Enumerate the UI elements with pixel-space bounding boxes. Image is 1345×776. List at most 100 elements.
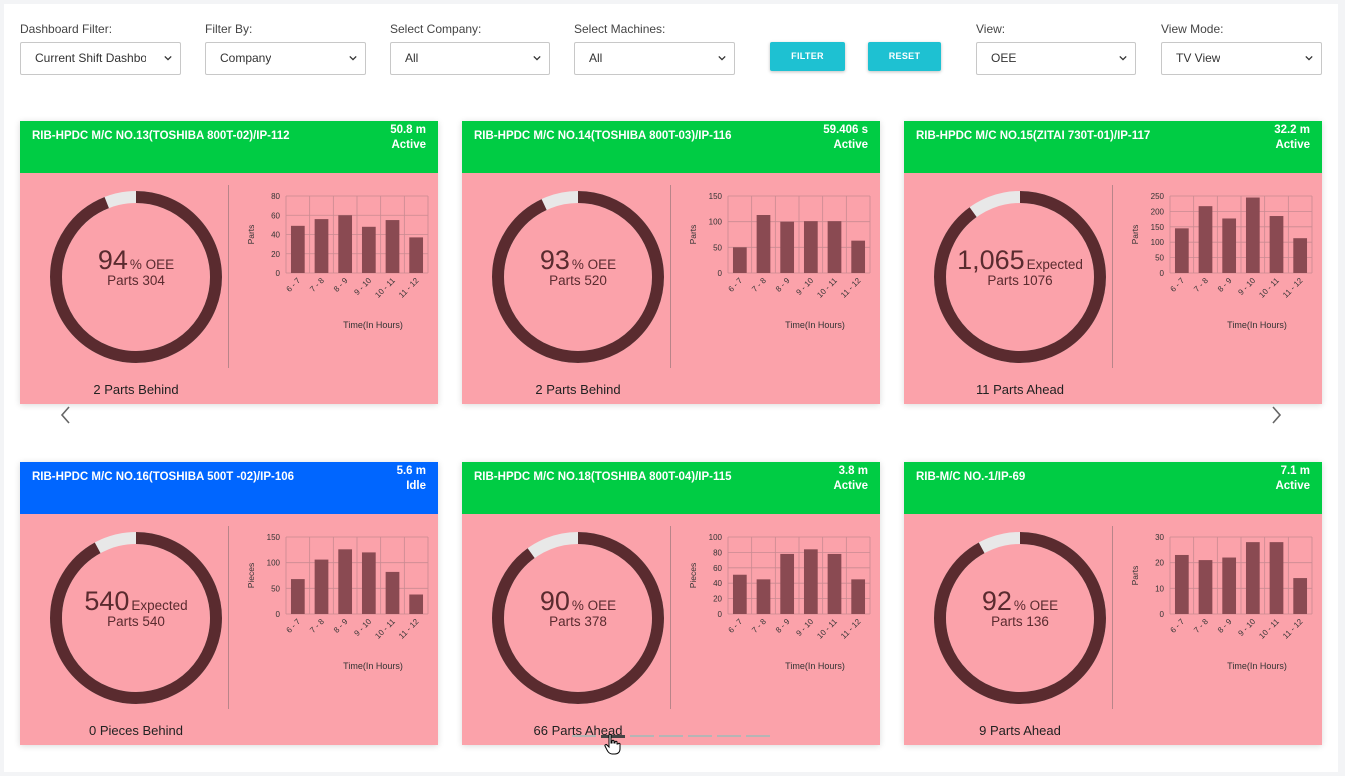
x-tick-label: 9 - 10: [1236, 276, 1257, 297]
donut-value: 92: [981, 586, 1012, 616]
machine-title: RIB-HPDC M/C NO.13(TOSHIBA 800T-02)/IP-1…: [32, 130, 290, 142]
machine-card[interactable]: RIB-HPDC M/C NO.18(TOSHIBA 800T-04)/IP-1…: [462, 462, 880, 745]
bar: [1293, 238, 1308, 273]
carousel-indicator[interactable]: [746, 735, 770, 737]
machines-select[interactable]: All: [574, 42, 735, 75]
parts-count: Parts 1076: [987, 273, 1053, 288]
y-tick-label: 0: [276, 610, 281, 619]
donut-unit: Expected: [1026, 257, 1083, 272]
card-divider: [670, 526, 671, 709]
bar: [1222, 218, 1237, 273]
carousel-indicator[interactable]: [688, 735, 712, 737]
parts-status-text: 66 Parts Ahead: [533, 723, 623, 738]
x-tick-label: 8 - 9: [1216, 276, 1234, 294]
y-tick-label: 100: [1151, 238, 1165, 247]
company-select[interactable]: All: [390, 42, 550, 75]
dashboard-filter-value: Current Shift Dashboard: [35, 51, 146, 65]
x-tick-label: 8 - 9: [332, 276, 350, 294]
x-tick-label: 10 - 11: [815, 617, 839, 641]
y-axis-label: Pieces: [688, 563, 698, 589]
y-axis-label: Parts: [1130, 225, 1140, 245]
x-tick-label: 9 - 10: [1236, 617, 1257, 638]
y-tick-label: 80: [713, 548, 722, 557]
donut-unit: % OEE: [1013, 598, 1059, 613]
card-divider: [1112, 526, 1113, 709]
x-tick-label: 9 - 10: [352, 276, 373, 297]
bar: [385, 220, 400, 273]
donut-value: 540: [84, 586, 130, 616]
machine-card[interactable]: RIB-HPDC M/C NO.14(TOSHIBA 800T-03)/IP-1…: [462, 121, 880, 404]
carousel-indicator[interactable]: [717, 735, 741, 737]
bar: [1245, 197, 1260, 273]
donut-center-text: 540 Expected Parts 540: [49, 586, 223, 629]
bar: [1269, 542, 1284, 614]
machine-card[interactable]: RIB-HPDC M/C NO.15(ZITAI 730T-01)/IP-117…: [904, 121, 1322, 404]
reset-button[interactable]: RESET: [868, 42, 941, 71]
bar: [732, 574, 747, 614]
donut-value: 94: [97, 245, 128, 275]
donut-progress-arc: [934, 532, 1106, 704]
x-tick-label: 10 - 11: [1257, 276, 1281, 300]
donut-unit: Expected: [131, 598, 188, 613]
machine-title: RIB-M/C NO.-1/IP-69: [916, 471, 1026, 483]
oee-donut-chart: [50, 191, 222, 363]
carousel-indicator[interactable]: [572, 735, 596, 737]
dashboard-filter-select[interactable]: Current Shift Dashboard: [20, 42, 181, 75]
y-tick-label: 250: [1151, 192, 1165, 201]
y-tick-label: 100: [709, 533, 723, 542]
x-axis-label: Time(In Hours): [785, 661, 845, 671]
company-filter-label: Select Company:: [390, 22, 482, 36]
y-tick-label: 40: [271, 231, 280, 240]
y-axis-label: Parts: [246, 225, 256, 245]
machine-card[interactable]: RIB-HPDC M/C NO.13(TOSHIBA 800T-02)/IP-1…: [20, 121, 438, 404]
view-mode-select[interactable]: TV View: [1161, 42, 1322, 75]
y-tick-label: 0: [276, 269, 281, 278]
machine-card[interactable]: RIB-M/C NO.-1/IP-69 7.1 m Active 92% OEE…: [904, 462, 1322, 745]
bar: [1222, 557, 1237, 614]
x-axis-label: Time(In Hours): [1227, 661, 1287, 671]
donut-progress-arc: [492, 532, 664, 704]
carousel-indicator[interactable]: [630, 735, 654, 737]
oee-donut-chart: [934, 532, 1106, 704]
bar: [851, 579, 866, 614]
y-tick-label: 100: [267, 559, 281, 568]
bar: [290, 225, 305, 273]
chevron-right-icon[interactable]: [1269, 405, 1283, 425]
bar: [780, 553, 795, 614]
bar: [361, 226, 376, 273]
bar: [827, 221, 842, 273]
x-tick-label: 11 - 12: [839, 617, 863, 641]
machine-status: Active: [1275, 480, 1310, 492]
y-axis-label: Pieces: [246, 563, 256, 589]
donut-value: 1,065: [957, 245, 1025, 275]
bar: [851, 240, 866, 273]
machines-filter-label: Select Machines:: [574, 22, 666, 36]
dashboard-filter-group: Dashboard Filter: Current Shift Dashboar…: [20, 22, 181, 75]
carousel-indicator[interactable]: [601, 735, 625, 738]
card-header: RIB-HPDC M/C NO.16(TOSHIBA 500T -02)/IP-…: [20, 462, 438, 514]
x-tick-label: 10 - 11: [1257, 617, 1281, 641]
bar: [803, 549, 818, 614]
machine-card[interactable]: RIB-HPDC M/C NO.16(TOSHIBA 500T -02)/IP-…: [20, 462, 438, 745]
hand-cursor-icon: [604, 733, 621, 755]
x-tick-label: 7 - 8: [750, 617, 768, 635]
filter-by-select[interactable]: Company: [205, 42, 366, 75]
x-axis-label: Time(In Hours): [1227, 320, 1287, 330]
x-tick-label: 6 - 7: [1169, 276, 1187, 294]
y-tick-label: 0: [718, 610, 723, 619]
donut-center-text: 93% OEE Parts 520: [491, 245, 665, 288]
status-duration: 3.8 m: [838, 465, 868, 477]
x-tick-label: 7 - 8: [308, 617, 326, 635]
carousel-indicator[interactable]: [659, 735, 683, 737]
y-tick-label: 20: [713, 595, 722, 604]
company-value: All: [405, 51, 419, 65]
machine-status: Active: [1275, 139, 1310, 151]
x-tick-label: 11 - 12: [1281, 617, 1305, 641]
chevron-left-icon[interactable]: [59, 405, 73, 425]
view-select[interactable]: OEE: [976, 42, 1136, 75]
view-filter-group: View: OEE: [976, 22, 1136, 75]
filter-button[interactable]: FILTER: [770, 42, 845, 71]
